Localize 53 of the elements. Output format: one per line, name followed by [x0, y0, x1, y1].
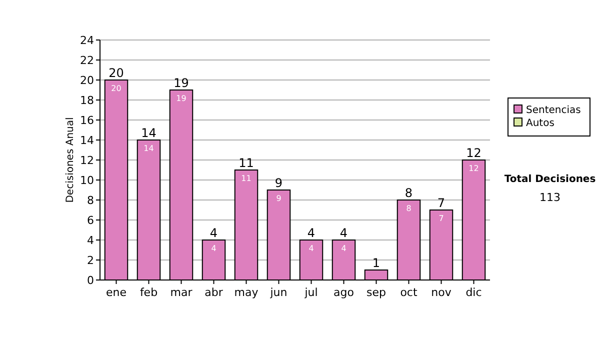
y-tick-label: 20	[80, 74, 94, 87]
data-label: 19	[176, 94, 186, 103]
total-label: 8	[404, 186, 413, 200]
data-label: 4	[341, 244, 346, 253]
total-label: 7	[437, 196, 446, 210]
data-label: 20	[111, 84, 122, 93]
x-tick-label: sep	[366, 286, 386, 299]
total-label: 9	[274, 176, 283, 190]
y-tick-label: 10	[80, 174, 94, 187]
legend-label: Sentencias	[526, 105, 581, 116]
y-tick-label: 16	[80, 114, 94, 127]
x-tick-label: jun	[269, 286, 288, 299]
total-label: 20	[108, 66, 124, 80]
total-label: 4	[210, 226, 218, 240]
total-label: 4	[340, 226, 348, 240]
y-tick-label: 0	[87, 274, 94, 287]
y-tick-label: 18	[80, 94, 94, 107]
x-tick-label: dic	[466, 286, 482, 299]
x-tick-label: ene	[106, 286, 127, 299]
x-tick-label: abr	[204, 286, 224, 299]
data-label: 8	[406, 204, 412, 213]
data-label: 4	[308, 244, 314, 253]
x-tick-label: may	[234, 286, 259, 299]
x-tick-label: ago	[334, 286, 354, 299]
data-label: 7	[438, 214, 444, 223]
y-tick-label: 4	[87, 234, 94, 247]
x-tick-label: feb	[140, 286, 158, 299]
total-label: 19	[174, 76, 189, 90]
legend-label: Autos	[526, 118, 554, 129]
data-label: 12	[468, 164, 479, 173]
text: Total Decisiones	[504, 174, 596, 185]
total-label: 14	[141, 126, 156, 140]
y-tick-label: 6	[87, 214, 94, 227]
total-label: 12	[466, 146, 482, 160]
y-tick-label: 24	[80, 34, 94, 47]
x-tick-label: oct	[400, 286, 418, 299]
x-tick-label: mar	[170, 286, 193, 299]
y-tick-label: 22	[80, 54, 94, 67]
total-label: 11	[238, 156, 254, 170]
y-tick-label: 14	[80, 134, 94, 147]
y-tick-label: 12	[80, 154, 94, 167]
total-label: 4	[307, 226, 316, 240]
total-label: 1	[372, 256, 380, 270]
x-tick-label: jul	[304, 286, 318, 299]
y-axis-title: Decisiones Anual	[65, 117, 76, 203]
data-label: 14	[144, 144, 154, 153]
data-label: 11	[241, 174, 252, 183]
data-label: 9	[276, 194, 282, 203]
data-label: 4	[211, 244, 216, 253]
y-tick-label: 8	[87, 194, 94, 207]
x-tick-label: nov	[431, 286, 452, 299]
text: 113	[540, 191, 560, 204]
y-tick-label: 2	[87, 254, 94, 267]
